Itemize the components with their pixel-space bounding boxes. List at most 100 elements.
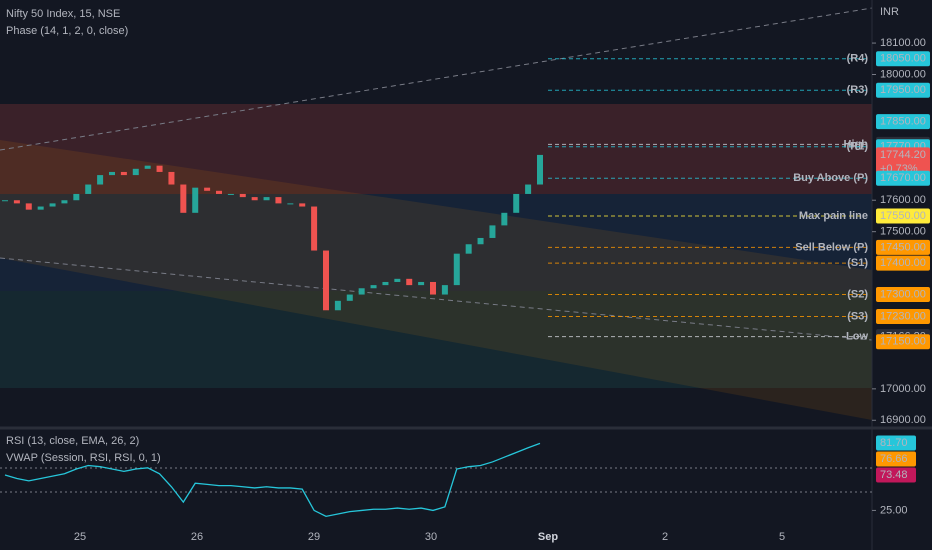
level-name: (S3) (847, 310, 868, 322)
level-name: Sell Below (P) (795, 241, 868, 253)
candle (513, 193, 520, 213)
level-name: (R3) (847, 84, 869, 96)
candle (537, 154, 543, 185)
level-name: (R1) (847, 141, 869, 153)
candle (334, 300, 341, 311)
candle (263, 197, 270, 201)
zone (0, 291, 872, 388)
candle (144, 165, 151, 169)
x-tick-label: 2 (662, 531, 668, 543)
vwap-title: VWAP (Session, RSI, RSI, 0, 1) (6, 452, 161, 464)
price-tag-label: 17300.00 (880, 288, 926, 300)
indicator-title: Phase (14, 1, 2, 0, close) (6, 25, 128, 37)
candle (394, 278, 401, 282)
candle (204, 187, 211, 191)
candle (251, 197, 258, 201)
candle (2, 200, 8, 202)
rsi-tag-label: 73.48 (880, 469, 908, 481)
level-name: Max pain line (799, 210, 868, 222)
price-tag-label: 17450.00 (880, 241, 926, 253)
candle (97, 175, 104, 185)
candle (477, 237, 484, 245)
rsi-line (4, 442, 541, 518)
price-tag (876, 334, 930, 350)
trend-line (0, 257, 873, 341)
price-tick-label: 17600.00 (880, 194, 926, 206)
rsi-title: RSI (13, close, EMA, 26, 2) (6, 435, 139, 447)
zone (0, 104, 872, 194)
x-tick-label: 29 (308, 531, 320, 543)
price-tag (876, 82, 930, 98)
price-tick-label: 17500.00 (880, 226, 926, 238)
price-tag-label: 17550.00 (880, 210, 926, 222)
candle (73, 193, 80, 201)
candle (180, 184, 187, 213)
symbol-title: Nifty 50 Index, 15, NSE (6, 8, 120, 20)
x-tick-label: 5 (779, 531, 785, 543)
candle (85, 184, 92, 194)
price-tick-label: 18100.00 (880, 37, 926, 49)
price-tag (876, 114, 930, 130)
x-tick-label: Sep (538, 531, 558, 543)
price-tag (876, 170, 930, 186)
price-tag (876, 255, 930, 271)
candle (287, 203, 294, 205)
x-tick-label: 30 (425, 531, 437, 543)
price-tag (876, 309, 930, 325)
candle (465, 244, 472, 254)
price-tag-label: 17850.00 (880, 116, 926, 128)
candle (418, 281, 425, 286)
price-tag (876, 51, 930, 67)
rsi-tag-label: 81.70 (880, 437, 908, 449)
candle (430, 281, 436, 295)
candle (168, 171, 175, 185)
candle (525, 184, 532, 194)
price-tag (876, 287, 930, 303)
candle (275, 197, 282, 204)
rsi-tag (876, 467, 916, 483)
rsi-tag (876, 435, 916, 451)
price-tag (876, 239, 930, 255)
candle (489, 225, 496, 238)
candle (406, 278, 413, 286)
candle (192, 187, 199, 213)
price-tick-label: 18000.00 (880, 68, 926, 80)
currency: INR (880, 6, 899, 18)
level-name: (S1) (847, 257, 868, 269)
price-tick-label: 17000.00 (880, 383, 926, 395)
level-name: Low (846, 331, 868, 343)
candle (156, 165, 163, 172)
level-name: (S2) (847, 288, 868, 300)
zone (0, 194, 872, 291)
price-tag-label: 17400.00 (880, 257, 926, 269)
candle (453, 253, 460, 286)
candle (13, 200, 20, 204)
level-name: (R4) (847, 53, 869, 65)
candle (441, 285, 448, 295)
price-tag (876, 147, 930, 178)
candle (25, 203, 32, 210)
price-tag (876, 208, 930, 224)
candle (299, 203, 306, 207)
candle (132, 168, 139, 176)
rsi-tick-label: 25.00 (880, 504, 908, 516)
candle (109, 171, 115, 176)
rsi-tag-label: 76.66 (880, 453, 908, 465)
candle (382, 281, 389, 286)
x-tick-label: 25 (74, 531, 86, 543)
candle (358, 288, 365, 295)
level-name: High (844, 138, 869, 150)
candle (323, 250, 329, 311)
price-tag-label: 17950.00 (880, 84, 926, 96)
candle (239, 193, 246, 198)
candle (227, 193, 234, 195)
price-tag-label: 17670.00 (880, 172, 926, 184)
candle (49, 203, 56, 207)
candle (61, 200, 68, 204)
candle (501, 212, 508, 226)
level-name: Buy Above (P) (793, 172, 868, 184)
price-tag-label: 17230.00 (880, 310, 926, 322)
rsi-tag (876, 451, 916, 467)
